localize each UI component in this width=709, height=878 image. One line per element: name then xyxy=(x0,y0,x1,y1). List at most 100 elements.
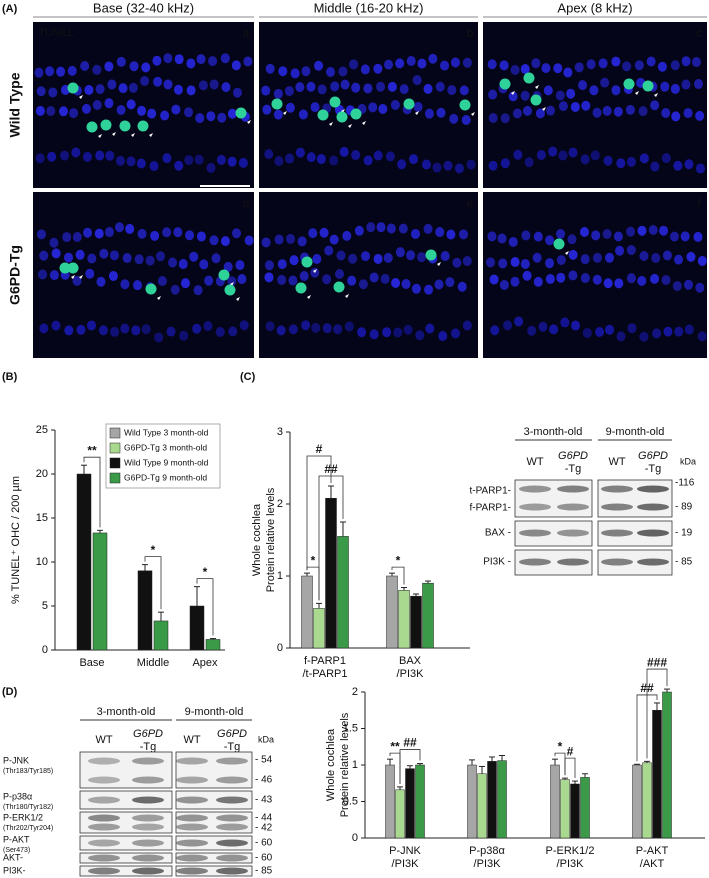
nucleus xyxy=(277,274,287,285)
label: - 19 xyxy=(675,528,693,539)
nucleus xyxy=(316,154,326,165)
nucleus xyxy=(446,229,456,240)
nucleus xyxy=(206,111,216,122)
legend-label: Wild Type 3 month-old xyxy=(124,427,209,437)
nucleus xyxy=(582,327,592,338)
y-tick-label: 15 xyxy=(36,512,48,524)
nucleus xyxy=(376,81,386,92)
nucleus xyxy=(695,110,705,121)
significance-label: * xyxy=(203,565,208,579)
nucleus xyxy=(598,58,608,69)
bar xyxy=(386,575,398,649)
nucleus xyxy=(237,274,247,285)
nucleus xyxy=(459,85,469,96)
x-tick-label: /PI3K xyxy=(474,858,502,870)
blot-band xyxy=(601,503,633,511)
tunel-cell xyxy=(350,108,362,120)
nucleus xyxy=(195,113,205,124)
y-tick-label: 10 xyxy=(36,556,48,568)
nucleus xyxy=(417,252,427,263)
legend-swatch xyxy=(109,442,121,454)
tunel-cell xyxy=(530,94,542,106)
significance-label: * xyxy=(151,543,156,557)
error-bar xyxy=(562,777,568,780)
nucleus xyxy=(661,275,671,286)
significance-bracket xyxy=(564,757,576,779)
nucleus xyxy=(549,324,559,335)
nucleus xyxy=(170,284,180,295)
nucleus xyxy=(72,275,82,286)
nucleus xyxy=(650,161,660,172)
tunel-cell xyxy=(218,269,230,281)
nucleus xyxy=(87,253,97,264)
nucleus xyxy=(220,236,230,247)
blot-band xyxy=(132,796,164,804)
nucleus xyxy=(312,253,322,264)
y-tick-label: 0.5 xyxy=(343,795,358,807)
nucleus xyxy=(184,107,194,118)
label: - 43 xyxy=(255,795,273,806)
nucleus xyxy=(336,250,346,261)
nucleus xyxy=(108,270,118,281)
arrowhead xyxy=(654,93,658,97)
tunel-cell xyxy=(642,80,654,92)
nucleus xyxy=(39,250,49,261)
error-bar xyxy=(634,763,640,765)
error-bar xyxy=(572,780,578,784)
label: PI3K- xyxy=(3,865,26,875)
nucleus xyxy=(56,66,66,77)
blot-band xyxy=(176,796,208,804)
nucleus xyxy=(415,330,425,341)
blot-band xyxy=(216,839,248,847)
nucleus xyxy=(425,323,435,334)
arrowhead xyxy=(471,112,475,116)
blot-band xyxy=(132,776,164,784)
label: - 60 xyxy=(255,838,273,849)
nucleus xyxy=(499,60,509,71)
nucleus xyxy=(520,258,530,269)
nucleus xyxy=(231,60,241,71)
nucleus xyxy=(440,60,450,71)
y-tick-label: 0 xyxy=(42,644,48,656)
nucleus xyxy=(297,236,307,247)
label: (B) xyxy=(2,371,18,383)
nucleus xyxy=(38,269,48,280)
bar xyxy=(560,779,570,839)
error-bar xyxy=(489,756,495,762)
nucleus xyxy=(578,80,588,91)
nucleus xyxy=(586,59,596,70)
blot-band xyxy=(132,854,164,862)
tunel-cell xyxy=(271,98,283,110)
nucleus xyxy=(295,82,305,93)
nucleus xyxy=(298,109,308,120)
x-tick-label: P-ERK1/2 xyxy=(546,845,595,857)
nucleus xyxy=(558,150,568,161)
label: kDa xyxy=(258,734,274,744)
blot-band xyxy=(216,814,248,822)
arrowhead xyxy=(112,132,116,136)
nucleus xyxy=(92,100,102,111)
nucleus xyxy=(567,234,577,245)
significance-bracket xyxy=(391,566,405,585)
nucleus xyxy=(500,158,510,169)
blot-band xyxy=(637,529,669,537)
label: WT xyxy=(608,456,625,468)
nucleus xyxy=(104,61,114,72)
nucleus xyxy=(580,254,590,265)
nucleus xyxy=(670,60,680,71)
nucleus xyxy=(220,53,230,64)
nucleus xyxy=(264,260,274,271)
blot-box xyxy=(79,790,173,810)
nucleus xyxy=(568,270,578,281)
nucleus xyxy=(264,149,274,160)
x-tick-label: f-PARP1 xyxy=(304,655,346,667)
legend-swatch xyxy=(109,472,121,484)
blot-band xyxy=(132,823,164,831)
nucleus xyxy=(486,257,496,268)
arrowhead xyxy=(236,297,240,301)
nucleus xyxy=(114,222,124,233)
nucleus xyxy=(116,104,126,115)
nucleus xyxy=(116,56,126,67)
nucleus xyxy=(174,54,184,65)
nucleus xyxy=(650,100,660,111)
